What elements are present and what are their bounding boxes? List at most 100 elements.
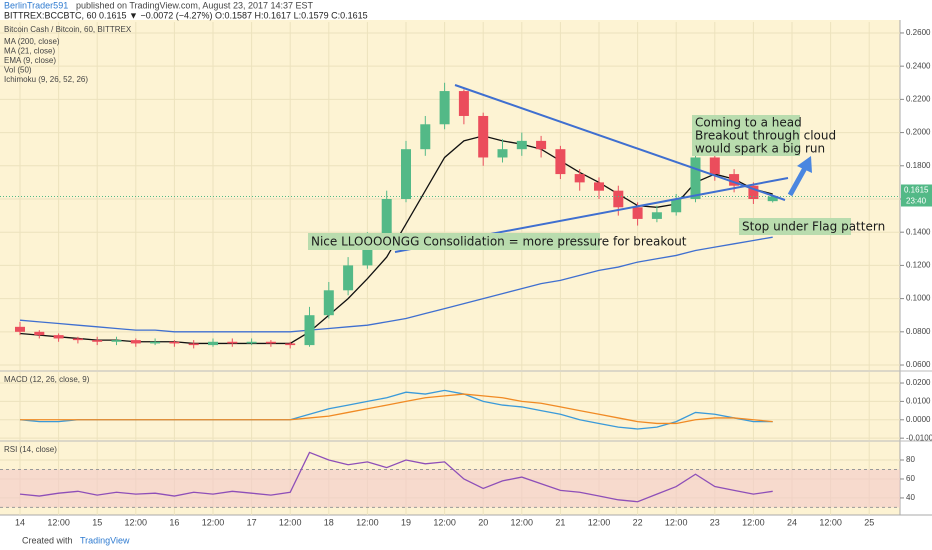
candle-body	[150, 341, 161, 344]
y-tick-label: 0.2200	[906, 94, 931, 103]
pane-title: MACD (12, 26, close, 9)	[4, 375, 90, 384]
x-tick-label: 22	[633, 517, 643, 527]
arrow-head	[797, 156, 812, 173]
candle-body	[92, 340, 103, 342]
y-tick-label: 0.2400	[906, 61, 931, 70]
y-tick-label: 40	[906, 493, 915, 502]
last-price-tag	[901, 184, 932, 207]
candle-body	[285, 343, 296, 346]
candle-body	[72, 338, 83, 341]
annotation-box	[308, 233, 600, 250]
y-tick-label: 0.2600	[906, 28, 931, 37]
candle-body	[246, 341, 257, 344]
candle-body	[497, 149, 508, 158]
candle-body	[53, 335, 64, 339]
symbol-line: BITTREX:BCCBTC, 60 0.1615 ▼ −0.0072 (−4.…	[4, 10, 368, 20]
footer-created: Created with	[22, 535, 73, 545]
annotation: Nice LLOOOONGG Consolidation = more pres…	[311, 235, 687, 249]
candle-body	[536, 140, 547, 150]
candle-body	[34, 331, 45, 336]
y-tick-label: 0.0600	[906, 360, 931, 369]
candle-body	[15, 326, 25, 332]
candle-body	[323, 290, 334, 316]
annotation-box	[739, 218, 851, 235]
candle-body	[594, 182, 604, 191]
candle-body	[555, 149, 566, 175]
candle-body	[671, 198, 682, 213]
candle-body	[458, 91, 469, 116]
y-tick-label: 0.1400	[906, 227, 931, 236]
x-tick-label: 23	[710, 517, 720, 527]
series-line	[19, 451, 773, 503]
candle-body	[767, 196, 778, 202]
pane-title: RSI (14, close)	[4, 445, 57, 454]
candle-body	[208, 341, 218, 346]
x-tick-label: 24	[787, 517, 797, 527]
candle-body	[304, 315, 315, 346]
candle-body	[478, 115, 489, 158]
x-tick-label: 12:00	[742, 517, 765, 527]
y-tick-label: 0.0000	[906, 415, 931, 424]
x-tick-label: 12:00	[202, 517, 225, 527]
legend-entry: MA (200, close)	[4, 37, 60, 46]
y-tick-label: 0.2000	[906, 128, 931, 137]
candle-body	[265, 341, 276, 344]
footer-brand[interactable]: TradingView	[80, 535, 130, 545]
published: published on TradingView.com, August 23,…	[76, 0, 313, 10]
x-tick-label: 12:00	[511, 517, 534, 527]
annotation-box	[692, 115, 800, 156]
candle-body	[632, 207, 643, 219]
x-tick-label: 15	[92, 517, 102, 527]
series-line	[19, 236, 773, 333]
plot-background	[0, 20, 900, 515]
x-tick-label: 12:00	[819, 517, 842, 527]
trendline	[454, 84, 786, 201]
y-tick-label: 0.1800	[906, 161, 931, 170]
candle-body	[362, 240, 373, 266]
legend-entry: Ichimoku (9, 26, 52, 26)	[4, 75, 88, 84]
series-line	[20, 393, 773, 425]
x-tick-label: 25	[864, 517, 874, 527]
candle-body	[690, 157, 701, 199]
rsi-band	[0, 469, 900, 508]
annotation: Stop under Flag pattern	[742, 220, 885, 234]
legend-entry: Vol (50)	[4, 66, 32, 75]
x-tick-label: 12:00	[47, 517, 70, 527]
x-tick-label: 12:00	[433, 517, 456, 527]
candle-body	[748, 185, 759, 199]
x-tick-label: 20	[478, 517, 488, 527]
y-tick-label: 0.0200	[906, 378, 931, 387]
chart-layer: 14 12:00 15 12:00 16 12:00 17 12:00 18 12:00 19 12:…	[0, 22, 932, 527]
y-tick-label: 0.1200	[906, 261, 931, 270]
candle-body	[439, 91, 450, 125]
candle-body	[111, 340, 122, 342]
candle-body	[729, 174, 740, 186]
x-tick-label: 12:00	[588, 517, 611, 527]
annotation: Breakout through cloud	[695, 129, 836, 143]
candle-body	[574, 174, 585, 183]
candle-body	[343, 265, 354, 291]
candle-body	[709, 157, 720, 175]
candle-body	[169, 341, 180, 344]
author[interactable]: BerlinTrader591	[4, 0, 68, 10]
candle-body	[227, 341, 238, 344]
y-tick-label: 80	[906, 455, 915, 464]
pane-title: Bitcoin Cash / Bitcoin, 60, BITTREX	[4, 25, 132, 34]
legend-entry: EMA (9, close)	[4, 56, 56, 65]
x-tick-label: 16	[169, 517, 179, 527]
legend-entry: MA (21, close)	[4, 47, 55, 56]
x-tick-label: 12:00	[279, 517, 302, 527]
last-price-label: 0.1615	[904, 186, 929, 195]
candle-body	[613, 190, 624, 208]
candle-body	[516, 140, 527, 150]
arrow	[787, 166, 808, 197]
candle-body	[401, 149, 411, 199]
candle-body	[130, 340, 141, 344]
x-tick-label: 14	[15, 517, 25, 527]
candle-body	[381, 198, 392, 241]
y-tick-label: 0.0800	[906, 327, 931, 336]
x-tick-label: 12:00	[356, 517, 379, 527]
candle-body	[188, 343, 199, 346]
y-tick-label: 60	[906, 474, 915, 483]
